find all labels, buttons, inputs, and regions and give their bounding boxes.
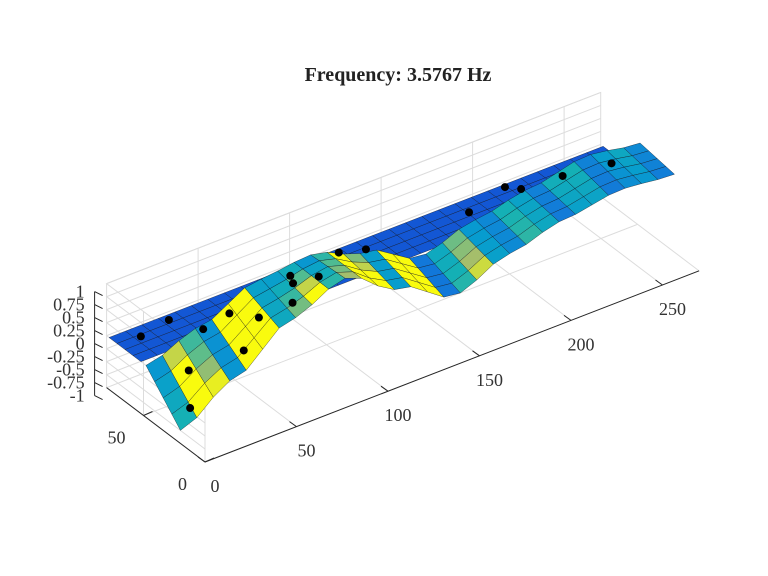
x-axis-line — [204, 270, 700, 463]
y-axis-line — [106, 387, 206, 463]
y-tick-label: 50 — [108, 428, 126, 448]
sensor-point — [500, 183, 509, 192]
z-tick-mark — [94, 369, 103, 375]
z-tick-mark — [94, 317, 103, 323]
x-tick-label: 100 — [385, 405, 412, 425]
surface-lower — [145, 142, 675, 431]
z-tick-label: 0 — [76, 334, 85, 354]
sensor-point — [164, 315, 173, 324]
tick-layer: 05010015020025005010.750.50.250-0.25-0.5… — [47, 282, 686, 496]
z-tick-label: 0.5 — [62, 308, 85, 328]
x-tick-label: 50 — [298, 441, 316, 461]
sensor-point — [314, 272, 323, 281]
z-tick-mark — [94, 291, 103, 297]
sensor-point — [136, 332, 145, 341]
sensor-point — [288, 298, 297, 307]
z-tick-label: 0.25 — [53, 321, 85, 341]
sensor-point — [199, 325, 208, 334]
x-tick-mark — [563, 314, 572, 321]
z-tick-mark — [94, 343, 103, 349]
z-tick-label: -0.5 — [56, 360, 85, 380]
surface-facet — [648, 166, 675, 180]
x-tick-mark — [380, 385, 389, 392]
z-tick-label: -0.75 — [47, 373, 85, 393]
x-tick-label: 150 — [476, 370, 503, 390]
y-tick-mark — [204, 457, 215, 463]
z-tick-label: 1 — [76, 282, 85, 302]
sensor-point — [239, 346, 248, 355]
sensor-point — [254, 313, 263, 322]
sensor-point — [286, 271, 295, 280]
sensor-layer — [136, 159, 616, 413]
sensor-point — [465, 208, 474, 217]
sensor-point — [361, 245, 370, 254]
z-tick-mark — [94, 304, 103, 310]
z-tick-label: 0.75 — [53, 295, 85, 315]
sensor-point — [607, 159, 616, 168]
sensor-point — [184, 366, 193, 375]
sensor-point — [334, 248, 343, 257]
x-tick-mark — [197, 456, 206, 463]
x-tick-label: 0 — [211, 476, 220, 496]
z-tick-label: -1 — [70, 386, 85, 406]
z-tick-mark — [94, 395, 103, 401]
x-tick-label: 250 — [659, 299, 686, 319]
sensor-point — [225, 309, 234, 318]
z-tick-label: -0.25 — [47, 347, 85, 367]
z-tick-mark — [94, 382, 103, 388]
sensor-point — [558, 171, 567, 180]
axis-layer — [94, 270, 700, 463]
x-tick-mark — [289, 421, 297, 428]
y-tick-mark — [143, 411, 153, 416]
chart-title: Frequency: 3.5767 Hz — [305, 64, 492, 86]
z-tick-mark — [94, 356, 103, 362]
sensor-point — [517, 185, 526, 194]
surface-layer — [108, 142, 675, 431]
x-tick-mark — [655, 279, 663, 286]
x-tick-label: 200 — [568, 334, 595, 354]
x-tick-mark — [472, 350, 480, 357]
sensor-point — [186, 404, 195, 413]
y-tick-label: 0 — [178, 474, 187, 494]
floor-box-edge — [600, 196, 700, 272]
z-tick-mark — [94, 330, 103, 336]
sensor-point — [289, 279, 298, 288]
